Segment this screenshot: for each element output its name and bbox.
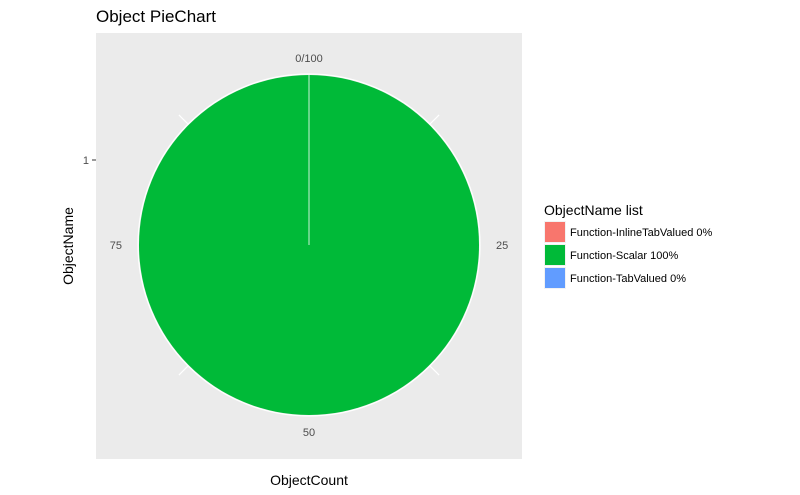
legend-key: [545, 268, 565, 288]
pie-slices: [139, 75, 479, 415]
polar-grid: [137, 73, 481, 417]
grid-spoke: [178, 364, 190, 376]
angle-tick-label: 50: [303, 427, 315, 439]
legend-label: Function-Scalar 100%: [570, 250, 678, 262]
y-axis-title: ObjectName: [60, 207, 76, 285]
legend-key: [545, 245, 565, 265]
legend: ObjectName list Function-InlineTabValued…: [544, 202, 712, 289]
grid-spoke: [178, 114, 190, 126]
legend-title: ObjectName list: [544, 202, 643, 218]
chart-title: Object PieChart: [96, 7, 216, 26]
legend-label: Function-InlineTabValued 0%: [570, 227, 712, 239]
y-tick-label: 1: [83, 155, 89, 167]
grid-spoke: [428, 364, 440, 376]
angle-tick-label: 0/100: [295, 53, 323, 65]
grid-spoke: [428, 114, 440, 126]
grid-circle: [137, 73, 481, 417]
legend-label: Function-TabValued 0%: [570, 273, 686, 285]
angle-tick-labels: 0/100 25 50 75: [110, 53, 509, 439]
angle-tick-label: 25: [496, 240, 508, 252]
legend-key: [545, 222, 565, 242]
angle-tick-label: 75: [110, 240, 122, 252]
x-axis-title: ObjectCount: [270, 472, 348, 488]
